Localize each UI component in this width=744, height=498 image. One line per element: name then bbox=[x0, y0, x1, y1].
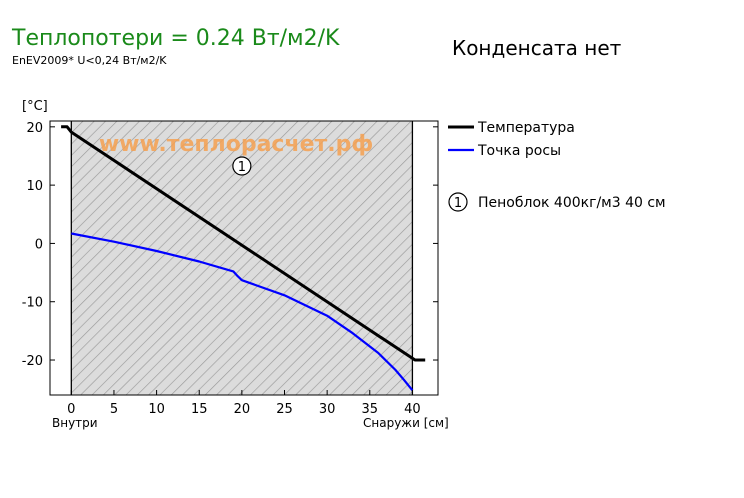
y-tick-label: 20 bbox=[26, 121, 43, 136]
x-tick-label: 10 bbox=[148, 402, 165, 417]
chart-subtitle: EnEV2009* U<0,24 Вт/м2/K bbox=[12, 54, 167, 67]
x-tick-label: 25 bbox=[276, 402, 293, 417]
series-line-dew-point bbox=[71, 232, 414, 391]
y-tick-label: 0 bbox=[35, 237, 43, 252]
watermark: www.теплорасчет.рф bbox=[99, 132, 373, 157]
y-axis-label: [°C] bbox=[22, 99, 48, 114]
series-line-temperature bbox=[61, 125, 426, 362]
legend-layer-marker bbox=[448, 192, 468, 212]
x-tick-label: 20 bbox=[234, 402, 251, 417]
x-tick-label: 35 bbox=[362, 402, 379, 417]
legend-label: Температура bbox=[477, 120, 575, 136]
y-axis: 20 10 0 -10 -20 bbox=[22, 121, 438, 369]
y-tick-label: -10 bbox=[22, 296, 43, 311]
layer-marker-circle bbox=[232, 156, 252, 176]
condensate-status: Конденсата нет bbox=[452, 36, 622, 60]
legend: Температура Точка росы 1 Пенoблок 400кг/м3 … bbox=[448, 120, 666, 212]
x-label-outside: Снаружи [см] bbox=[363, 416, 449, 430]
y-tick-label: -20 bbox=[22, 354, 43, 369]
series-group bbox=[61, 125, 426, 391]
x-tick-label: 40 bbox=[404, 402, 421, 417]
x-tick-label: 30 bbox=[319, 402, 336, 417]
legend-layer-number: 1 bbox=[454, 196, 462, 211]
chart-title: Теплопотери = 0.24 Вт/м2/K bbox=[12, 26, 340, 51]
x-axis: 0 5 10 15 20 25 30 35 40 bbox=[67, 390, 421, 417]
y-tick-label: 10 bbox=[26, 179, 43, 194]
x-tick-label: 0 bbox=[67, 402, 75, 417]
x-tick-label: 15 bbox=[191, 402, 208, 417]
layers-group: 1 bbox=[70, 121, 414, 395]
plot-frame bbox=[49, 120, 439, 396]
x-tick-label: 5 bbox=[110, 402, 118, 417]
legend-label: Точка росы bbox=[477, 143, 561, 159]
layer-marker-label: 1 bbox=[238, 160, 246, 175]
x-label-inside: Внутри bbox=[52, 416, 98, 430]
legend-layer-label: Пенoблок 400кг/м3 40 см bbox=[478, 195, 666, 211]
